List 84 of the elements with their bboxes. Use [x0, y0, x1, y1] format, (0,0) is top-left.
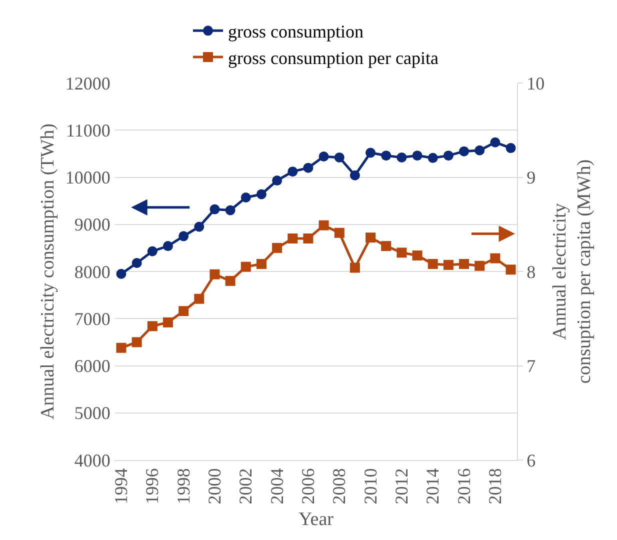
x-tick-label: 2006 [298, 468, 318, 504]
point [225, 276, 236, 286]
point [334, 152, 344, 162]
point [162, 317, 173, 328]
point [147, 321, 158, 332]
point [240, 192, 251, 203]
point [256, 258, 266, 269]
point [459, 258, 470, 269]
x-tick-label: 2004 [266, 468, 287, 504]
y-tick-label: 5000 [74, 403, 110, 424]
point [194, 294, 204, 304]
point [116, 342, 126, 353]
y-tick-label: 8000 [74, 262, 110, 282]
point [412, 250, 422, 260]
point [225, 205, 236, 216]
y-tick-label: 11000 [66, 120, 110, 140]
x-tick-label: 1998 [173, 468, 194, 504]
point [381, 150, 392, 161]
point [443, 260, 454, 270]
point [132, 337, 142, 348]
x-tick-label: 1996 [142, 468, 162, 504]
point [194, 222, 204, 232]
point [178, 231, 189, 242]
x-tick-label: 2008 [329, 468, 350, 504]
x-tick-label: 1994 [111, 468, 132, 504]
y2-tick-label: 7 [526, 356, 536, 376]
legend-label: gross consumption [228, 22, 364, 42]
point [459, 146, 470, 156]
point [178, 306, 189, 316]
point [210, 204, 220, 214]
point [303, 162, 314, 173]
legend-label: gross consumption per capita [228, 48, 438, 68]
x-tick-label: 2010 [360, 468, 380, 504]
point [366, 232, 376, 243]
point [272, 176, 282, 186]
point [381, 241, 392, 252]
point [474, 145, 485, 156]
y-tick-label: 10000 [65, 168, 110, 188]
point [412, 150, 422, 161]
point [132, 258, 142, 268]
point [256, 189, 266, 200]
point [506, 143, 516, 154]
y2-tick-label: 9 [526, 168, 536, 188]
y-tick-label: 6000 [74, 356, 110, 376]
point [318, 152, 329, 162]
point [350, 170, 360, 180]
point [116, 268, 126, 279]
y2-tick-label: 6 [526, 450, 536, 470]
point [318, 220, 329, 230]
point [350, 262, 360, 273]
point [506, 264, 516, 275]
y-tick-label: 4000 [74, 450, 110, 470]
point [147, 246, 158, 256]
point [474, 260, 485, 271]
x-tick-label: 2018 [485, 468, 506, 504]
x-tick-label: 2002 [236, 468, 256, 504]
y-tick-label: 7000 [74, 308, 110, 329]
point [240, 262, 251, 272]
point [490, 253, 500, 264]
point [366, 148, 376, 158]
point [334, 228, 344, 238]
x-axis-title: Year [298, 509, 334, 530]
point [428, 152, 438, 163]
point [303, 234, 314, 244]
y2-tick-label: 8 [526, 262, 536, 282]
y2-tick-label: 10 [526, 73, 545, 94]
x-tick-label: 2014 [422, 468, 443, 504]
point [428, 258, 438, 269]
point [272, 242, 282, 253]
point [490, 137, 500, 148]
point [210, 269, 220, 280]
point [288, 234, 298, 244]
point [396, 152, 407, 162]
x-tick-label: 2000 [204, 468, 225, 504]
y-tick-label: 12000 [65, 73, 110, 94]
x-tick-label: 2012 [392, 468, 412, 504]
y2-axis-title: Annual electricity consuption per capita (MWh) [549, 159, 596, 384]
point [288, 166, 298, 177]
y-tick-label: 9000 [74, 214, 110, 235]
point [443, 150, 454, 161]
x-tick-label: 2016 [454, 468, 474, 504]
point [162, 241, 173, 252]
y-axis-title: Annual electricity consumption (TWh) [37, 124, 58, 420]
point [396, 248, 407, 258]
